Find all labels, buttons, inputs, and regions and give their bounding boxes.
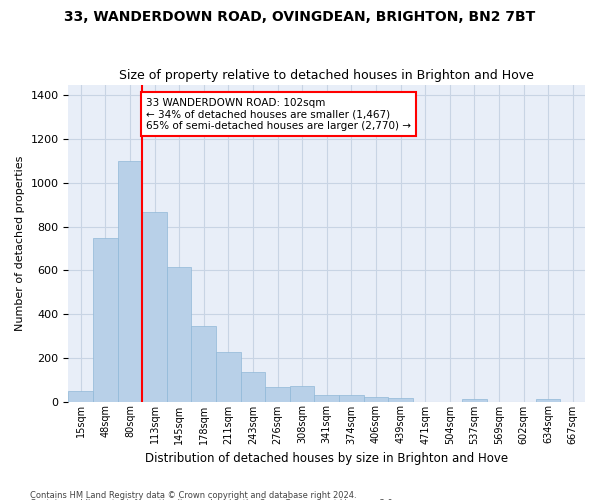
Text: 33, WANDERDOWN ROAD, OVINGDEAN, BRIGHTON, BN2 7BT: 33, WANDERDOWN ROAD, OVINGDEAN, BRIGHTON… [64, 10, 536, 24]
Y-axis label: Number of detached properties: Number of detached properties [15, 156, 25, 330]
Bar [462, 400, 487, 402]
Bar [364, 397, 388, 402]
Bar [68, 390, 93, 402]
Bar [142, 212, 167, 402]
Bar [216, 352, 241, 402]
Bar [118, 161, 142, 402]
Bar [290, 386, 314, 402]
Text: Contains HM Land Registry data © Crown copyright and database right 2024.: Contains HM Land Registry data © Crown c… [30, 490, 356, 500]
Bar [93, 238, 118, 402]
Title: Size of property relative to detached houses in Brighton and Hove: Size of property relative to detached ho… [119, 69, 534, 82]
Bar [265, 388, 290, 402]
Bar [167, 267, 191, 402]
Bar [339, 395, 364, 402]
Text: 33 WANDERDOWN ROAD: 102sqm
← 34% of detached houses are smaller (1,467)
65% of s: 33 WANDERDOWN ROAD: 102sqm ← 34% of deta… [146, 98, 411, 131]
Bar [191, 326, 216, 402]
X-axis label: Distribution of detached houses by size in Brighton and Hove: Distribution of detached houses by size … [145, 452, 508, 465]
Bar [241, 372, 265, 402]
Bar [314, 395, 339, 402]
Bar [388, 398, 413, 402]
Bar [536, 400, 560, 402]
